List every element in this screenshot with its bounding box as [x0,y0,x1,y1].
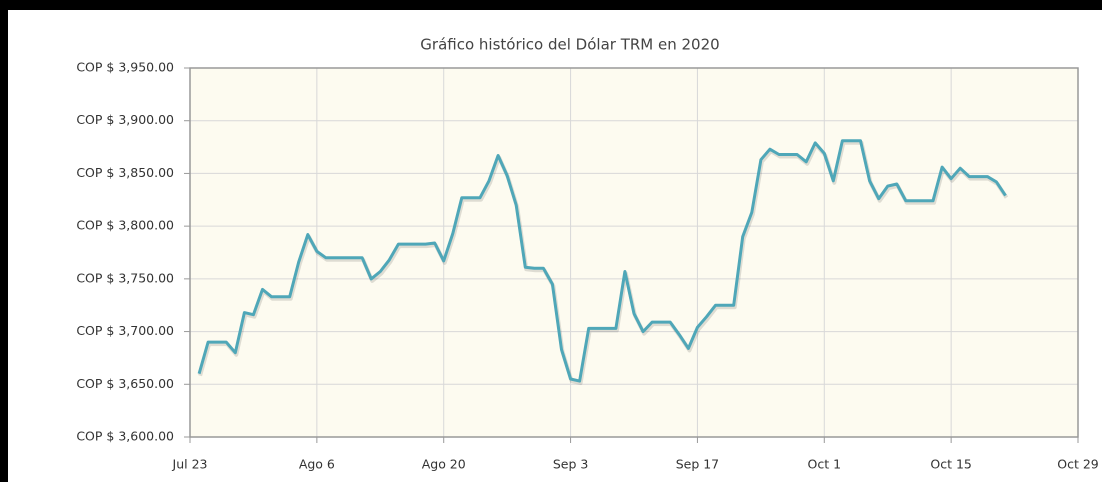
plot-border [189,67,1079,438]
line [197,139,1007,383]
y-tick-label: COP $ 3,850.00 [76,165,174,180]
x-tick-label: Sep 17 [676,457,719,472]
y-tick-label: COP $ 3,650.00 [76,376,174,391]
plot-background [190,68,1078,437]
y-tick-label: COP $ 3,900.00 [76,112,174,127]
chart-title: Gráfico histórico del Dólar TRM en 2020 [420,36,719,54]
x-tick-label: Oct 1 [808,457,842,472]
y-tick-label: COP $ 3,600.00 [76,429,174,444]
x-tick-label: Oct 15 [930,457,972,472]
y-tick-label: COP $ 3,750.00 [76,270,174,285]
frame-top [0,0,1102,10]
x-tick-label: Ago 20 [422,457,466,472]
x-tick-label: Sep 3 [553,457,589,472]
x-tick-label: Oct 29 [1057,457,1099,472]
y-tick-label: COP $ 3,950.00 [76,60,174,75]
x-tick-label: Jul 23 [172,457,208,472]
y-tick-label: COP $ 3,800.00 [76,218,174,233]
frame-left [0,0,8,482]
x-tick-label: Ago 6 [299,457,335,472]
y-tick-label: COP $ 3,700.00 [76,323,174,338]
